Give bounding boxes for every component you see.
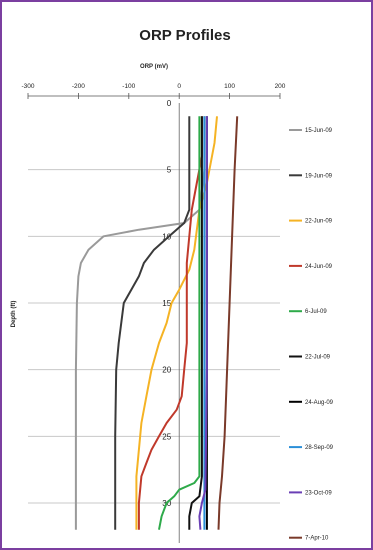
series-lines bbox=[74, 116, 239, 530]
x-tick-label: 100 bbox=[224, 83, 235, 90]
legend-label: 19-Jun-09 bbox=[305, 173, 333, 179]
series-line bbox=[158, 116, 201, 530]
x-tick-label: -300 bbox=[21, 83, 34, 90]
legend-label: 15-Jun-09 bbox=[305, 128, 333, 134]
chart-title: ORP Profiles bbox=[139, 27, 230, 44]
legend-label: 24-Jun-09 bbox=[305, 264, 333, 270]
series-line bbox=[217, 116, 239, 530]
y-axis-label: Depth (ft) bbox=[11, 301, 17, 328]
series-line bbox=[188, 116, 203, 530]
legend-label: 28-Sep-09 bbox=[305, 445, 334, 451]
series-line bbox=[114, 116, 191, 530]
y-tick-label: 25 bbox=[162, 432, 171, 441]
x-tick-label: 200 bbox=[275, 83, 286, 90]
y-tick-label: 15 bbox=[162, 299, 171, 308]
y-tick-label: 20 bbox=[162, 366, 171, 375]
legend-label: 7-Apr-10 bbox=[305, 536, 329, 542]
legend-label: 22-Jul-09 bbox=[305, 355, 331, 361]
y-tick-label: 0 bbox=[167, 99, 172, 108]
legend-label: 22-Jun-09 bbox=[305, 219, 333, 225]
axes bbox=[27, 93, 281, 543]
legend-label: 6-Jul-09 bbox=[305, 309, 327, 315]
series-line bbox=[198, 116, 208, 530]
grid-lines bbox=[28, 169, 280, 504]
legend-label: 24-Aug-09 bbox=[305, 400, 334, 406]
legend-label: 23-Oct-09 bbox=[305, 490, 332, 496]
series-line bbox=[137, 116, 203, 530]
legend: 15-Jun-09 19-Jun-09 22-Jun-09 24-Jun-09 6-Ju… bbox=[289, 128, 334, 542]
x-axis-label: ORP (mV) bbox=[140, 64, 168, 70]
y-tick-label: 5 bbox=[167, 166, 172, 175]
x-tick-label: -200 bbox=[72, 83, 85, 90]
x-tick-label: 0 bbox=[177, 83, 181, 90]
series-line bbox=[74, 116, 206, 530]
x-tick-labels: -300 -200 -100 0 100 200 bbox=[21, 83, 285, 90]
x-tick-label: -100 bbox=[122, 83, 135, 90]
